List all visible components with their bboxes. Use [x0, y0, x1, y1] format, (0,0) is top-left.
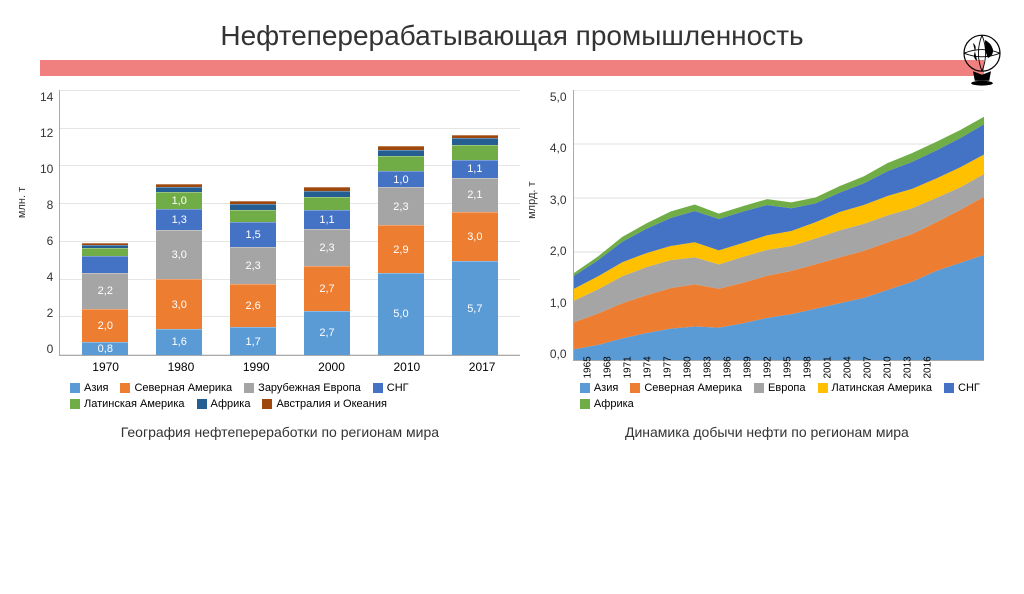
- seg-cis: [82, 256, 128, 272]
- bar-2017: 5,73,02,11,1: [452, 135, 498, 355]
- legend-africa: Африка: [197, 398, 251, 410]
- accent-bar: [40, 60, 984, 76]
- seg-asia: 2,7: [304, 311, 350, 355]
- bar-1980: 1,63,03,01,31,0: [156, 184, 202, 355]
- bar-chart: млн. т 14121086420 0,82,02,21,63,03,01,3…: [40, 90, 520, 440]
- area-y-axis: млрд. т 5,04,03,02,01,00,0: [550, 90, 573, 361]
- bar-1990: 1,72,62,31,5: [230, 201, 276, 355]
- seg-cis: 1,0: [378, 171, 424, 187]
- seg-asia: 0,8: [82, 342, 128, 355]
- legend-cis: СНГ: [373, 382, 409, 394]
- legend-latam: Латинская Америка: [70, 398, 185, 410]
- seg-na: 2,9: [378, 225, 424, 273]
- legend-australia: Австралия и Океания: [262, 398, 387, 410]
- seg-asia: 1,7: [230, 327, 276, 355]
- legend-asia: Азия: [70, 382, 108, 394]
- area-caption: Динамика добычи нефти по регионам мира: [550, 424, 984, 440]
- seg-latam: [304, 197, 350, 210]
- seg-asia: 5,0: [378, 273, 424, 355]
- seg-na: 2,6: [230, 284, 276, 327]
- area-svg: [573, 90, 984, 361]
- bar-legend: Азия Северная Америка Зарубежная Европа СНГ…: [40, 382, 520, 410]
- seg-asia: 1,6: [156, 329, 202, 355]
- seg-cis: 1,3: [156, 209, 202, 230]
- charts-row: млн. т 14121086420 0,82,02,21,63,03,01,3…: [0, 90, 1024, 440]
- legend-asia: Азия: [580, 382, 618, 394]
- globe-icon: [952, 28, 1012, 88]
- seg-latam: [230, 210, 276, 222]
- legend-cis: СНГ: [944, 382, 980, 394]
- seg-na: 3,0: [452, 212, 498, 261]
- legend-europe: Европа: [754, 382, 806, 394]
- seg-cis: 1,1: [304, 210, 350, 228]
- seg-na: 3,0: [156, 279, 202, 328]
- seg-asia: 5,7: [452, 261, 498, 355]
- bar-2000: 2,72,72,31,1: [304, 187, 350, 355]
- seg-europe: 2,2: [82, 273, 128, 309]
- seg-latam: [452, 145, 498, 160]
- legend-na: Северная Америка: [120, 382, 232, 394]
- seg-latam: [82, 248, 128, 256]
- seg-latam: 1,0: [156, 192, 202, 208]
- seg-europe: 2,3: [230, 247, 276, 285]
- bar-y-axis: млн. т 14121086420: [40, 90, 59, 356]
- bar-caption: География нефтепереработки по регионам м…: [40, 424, 520, 440]
- legend-africa: Африка: [580, 398, 634, 410]
- legend-na: Северная Америка: [630, 382, 742, 394]
- seg-europe: 3,0: [156, 230, 202, 279]
- seg-latam: [378, 156, 424, 171]
- page-title: Нефтеперерабатывающая промышленность: [0, 20, 1024, 52]
- seg-na: 2,7: [304, 266, 350, 310]
- bars-container: 0,82,02,21,63,03,01,31,01,72,62,31,52,72…: [59, 90, 519, 356]
- bar-y-label: млн. т: [16, 187, 28, 218]
- area-chart: млрд. т 5,04,03,02,01,00,0 1965196819711…: [550, 90, 984, 440]
- area-x-labels: 1965196819711974197719801983198619891992…: [550, 363, 984, 374]
- bar-1970: 0,82,02,2: [82, 243, 128, 355]
- seg-cis: 1,5: [230, 222, 276, 247]
- seg-europe: 2,1: [452, 178, 498, 213]
- legend-latam_yellow: Латинская Америка: [818, 382, 933, 394]
- legend-europe: Зарубежная Европа: [244, 382, 361, 394]
- seg-europe: 2,3: [378, 187, 424, 225]
- seg-na: 2,0: [82, 309, 128, 342]
- area-legend: Азия Северная Америка Европа Латинская Амер…: [550, 382, 984, 410]
- bar-2010: 5,02,92,31,0: [378, 146, 424, 355]
- seg-europe: 2,3: [304, 229, 350, 267]
- seg-cis: 1,1: [452, 160, 498, 178]
- area-y-label: млрд. т: [526, 181, 538, 218]
- bar-x-labels: 197019801990200020102017: [40, 360, 520, 374]
